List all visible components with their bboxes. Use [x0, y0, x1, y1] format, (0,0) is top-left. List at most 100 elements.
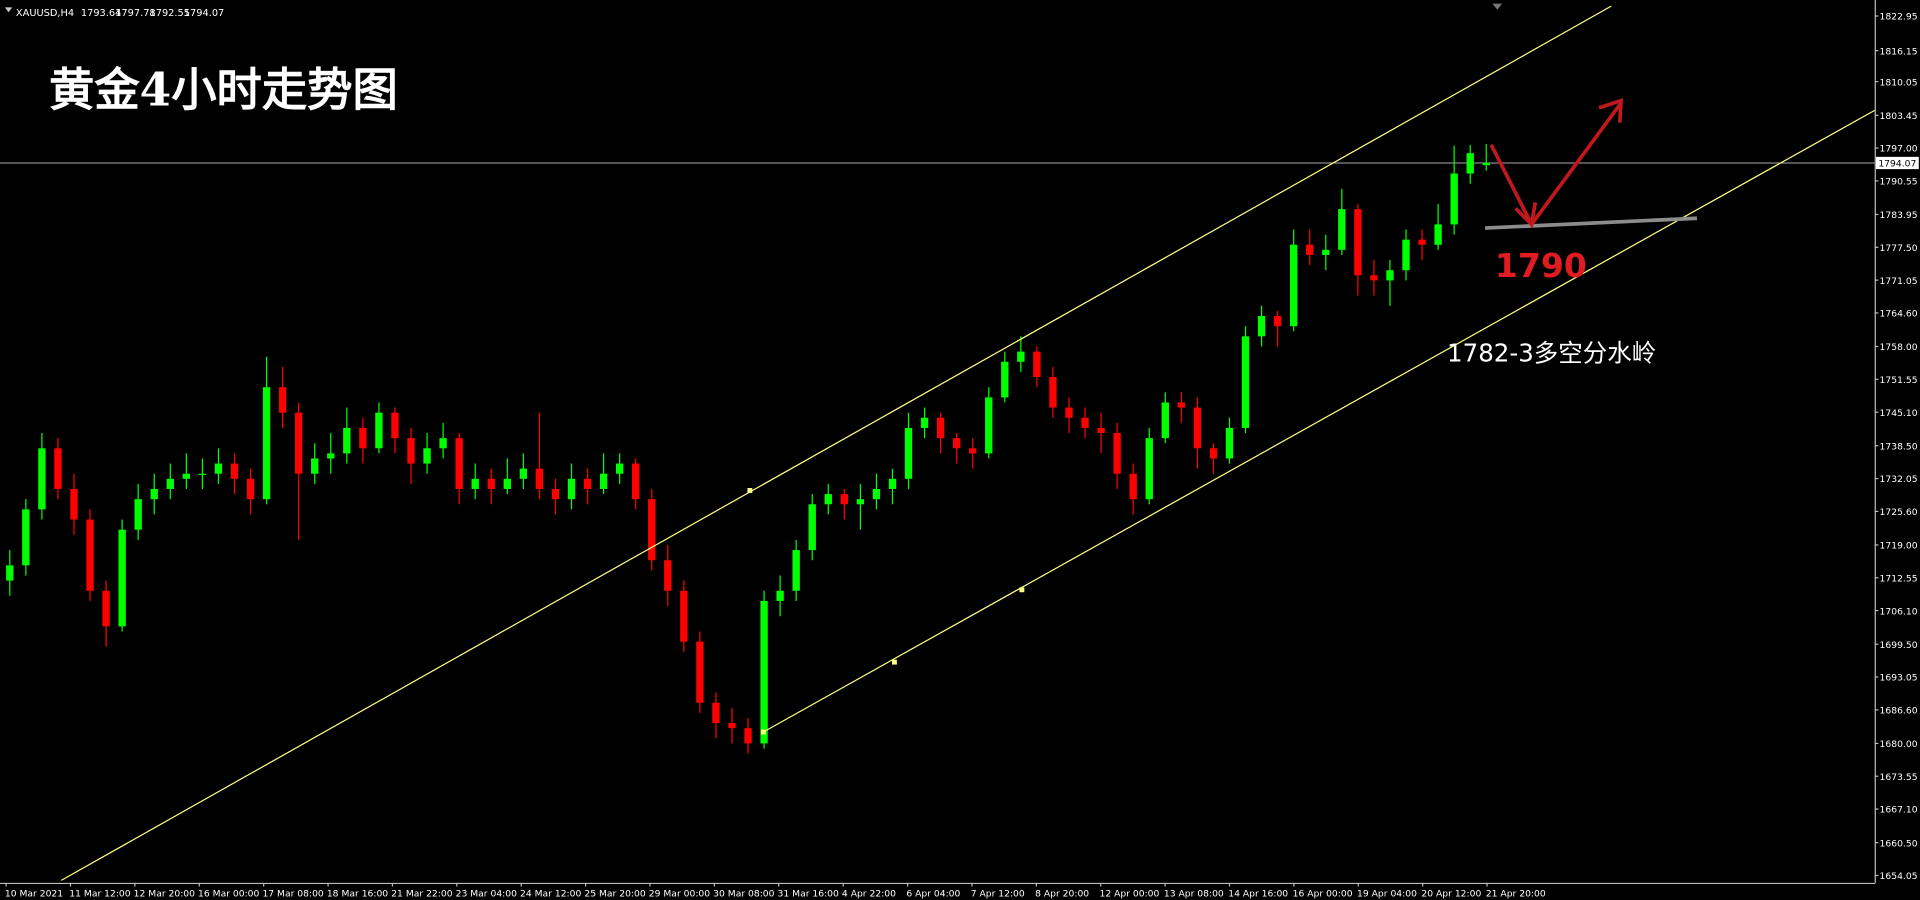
scroll-marker	[1492, 3, 1503, 10]
channel-handle	[891, 659, 897, 665]
y-tick-label: 1699.50	[1880, 640, 1918, 651]
candle-body	[1466, 153, 1474, 174]
x-tick-label: 17 Mar 08:00	[262, 888, 323, 899]
candle-body	[1081, 417, 1089, 428]
y-tick-label: 1751.55	[1880, 375, 1918, 386]
candle-body	[920, 417, 929, 428]
candle-body	[567, 478, 576, 500]
candle-body	[1322, 249, 1330, 255]
candle-body	[1097, 427, 1105, 434]
open-value: 1793.64	[81, 8, 122, 19]
menu-marker	[4, 7, 13, 13]
y-tick-label: 1790.55	[1880, 177, 1918, 188]
candle-body	[278, 387, 287, 413]
x-tick-label: 12 Mar 20:00	[134, 888, 195, 899]
candle-body	[1434, 224, 1442, 245]
candles: 1794.07	[0, 144, 1919, 754]
candle-body	[728, 723, 736, 729]
candle-body	[1113, 433, 1121, 474]
x-tick-label: 20 Apr 12:00	[1421, 888, 1481, 899]
candle-body	[599, 473, 608, 489]
arrow-head	[1514, 202, 1538, 229]
price-label-box	[1875, 156, 1919, 170]
candle-body	[343, 427, 351, 454]
candle-body	[375, 412, 383, 449]
candle-body	[1129, 473, 1137, 500]
candle-body	[455, 438, 463, 489]
y-tick-label: 1719.00	[1880, 541, 1918, 552]
candle-body	[503, 478, 511, 489]
candle-body	[86, 519, 94, 591]
close-value: 1794.07	[184, 8, 225, 19]
candle-body	[391, 412, 399, 439]
candle-body	[134, 499, 142, 530]
x-tick-label: 16 Mar 00:00	[198, 888, 259, 899]
candle-body	[872, 488, 881, 500]
candle-body	[471, 478, 479, 489]
candle-body	[1338, 209, 1346, 250]
y-tick-label: 1712.55	[1880, 573, 1918, 584]
candle-body	[792, 550, 800, 591]
x-tick-label: 18 Mar 16:00	[327, 888, 388, 899]
candle-body	[214, 463, 223, 474]
candle-body	[1386, 270, 1394, 281]
candle-body	[969, 448, 977, 454]
candle-body	[262, 387, 271, 500]
support-line	[1484, 216, 1698, 230]
low-value: 1792.55	[149, 8, 190, 19]
chart-title: 黄金4小时走势图	[49, 62, 398, 116]
symbol: XAUUSD,H4	[16, 8, 74, 19]
candle-body	[664, 560, 672, 591]
x-tick-label: 30 Mar 08:00	[713, 888, 774, 899]
candle-body	[696, 641, 704, 703]
candle-body	[1145, 438, 1153, 500]
y-tick-label: 1725.60	[1880, 507, 1918, 518]
x-tick-label: 29 Mar 00:00	[649, 888, 710, 899]
y-tick-label: 1673.55	[1880, 772, 1918, 783]
channel-lower	[763, 109, 1875, 733]
candle-body	[1370, 275, 1378, 281]
x-tick-label: 11 Mar 12:00	[69, 888, 130, 899]
y-tick-label: 1783.95	[1880, 210, 1918, 221]
candle-body	[583, 478, 592, 489]
candle-body	[38, 448, 46, 510]
candle-body	[1065, 407, 1073, 418]
candle-body	[311, 458, 319, 474]
candle-body	[1001, 361, 1009, 398]
y-tick-label: 1797.00	[1880, 144, 1918, 155]
candle-body	[1033, 351, 1041, 378]
y-tick-label: 1660.50	[1880, 838, 1918, 849]
candle-body	[680, 590, 688, 642]
y-tick-label: 1764.60	[1880, 309, 1918, 320]
candle-body	[182, 473, 191, 479]
y-tick-label: 1680.00	[1880, 739, 1918, 750]
candle-body	[1418, 239, 1426, 245]
candle-body	[519, 468, 528, 479]
x-tick-label: 21 Apr 20:00	[1486, 888, 1546, 899]
x-tick-label: 16 Apr 00:00	[1293, 888, 1353, 899]
candle-body	[22, 509, 30, 566]
candle-body	[1273, 315, 1282, 327]
candle-body	[904, 427, 913, 479]
x-tick-label: 4 Apr 22:00	[842, 888, 896, 899]
candle-body	[760, 600, 768, 744]
y-tick-label: 1758.00	[1880, 342, 1918, 353]
y-tick-label: 1777.50	[1880, 243, 1918, 254]
candle-body	[407, 438, 415, 464]
x-tick-label: 25 Mar 20:00	[584, 888, 645, 899]
channel-upper	[60, 5, 1612, 881]
x-tick-label: 14 Apr 16:00	[1228, 888, 1288, 899]
ticks: 1822.95 1816.15 1810.05 1803.45 1797.00 1790.…	[5, 12, 1918, 900]
plot-frame	[0, 0, 1876, 885]
candle-body	[1209, 448, 1218, 459]
candle-body	[6, 565, 14, 581]
y-tick-label: 1822.95	[1880, 12, 1918, 23]
high-value: 1797.78	[115, 8, 156, 19]
candle-body	[1241, 336, 1250, 428]
candle-body	[1193, 407, 1202, 449]
annotation-level: 1790	[1495, 246, 1587, 285]
price-label: 1794.07	[1878, 159, 1916, 170]
candle-body	[54, 448, 62, 489]
candle-body	[1177, 402, 1186, 408]
